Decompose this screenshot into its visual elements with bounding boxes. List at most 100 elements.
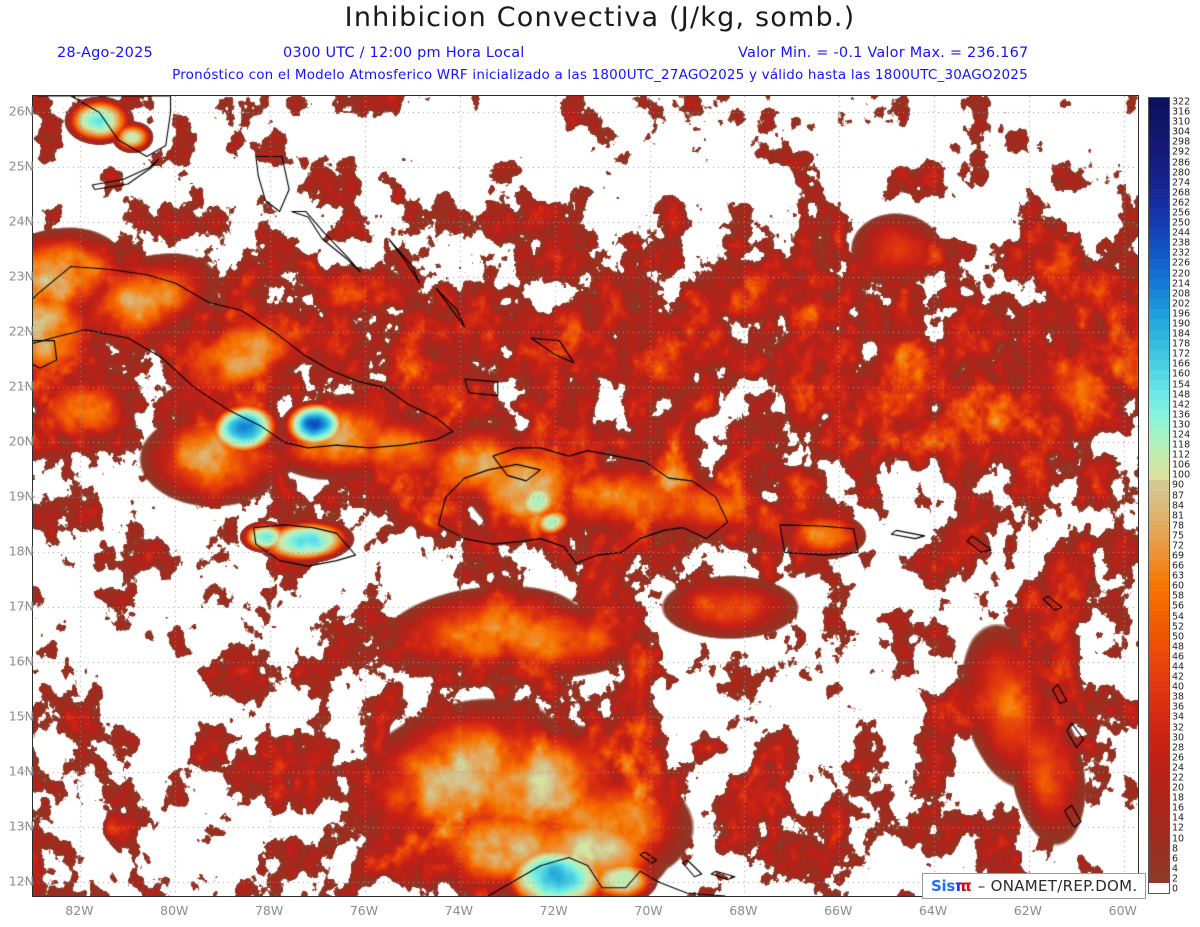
colorbar-tick-label: 322 [1172, 96, 1191, 108]
agency-name-label: – ONAMET/REP.DOM. [977, 877, 1138, 895]
colorbar-cell [1149, 882, 1169, 893]
colorbar-tick-label: 87 [1172, 489, 1185, 501]
colorbar-tick-label: 172 [1172, 348, 1191, 360]
colorbar-cell [1149, 822, 1169, 833]
logo-sis-text: Sis [931, 877, 955, 895]
colorbar-tick-label: 4 [1172, 863, 1179, 875]
colorbar-cell [1149, 752, 1169, 763]
colorbar-tick-label: 50 [1172, 630, 1185, 642]
colorbar-tick-label: 22 [1172, 772, 1185, 784]
colorbar-cell [1149, 852, 1169, 863]
lat-tick-mark [22, 660, 29, 662]
colorbar-tick-label: 214 [1172, 277, 1191, 289]
colorbar-tick-label: 220 [1172, 267, 1191, 279]
colorbar-cell [1149, 440, 1169, 451]
lon-tick-label: 70W [634, 903, 663, 918]
colorbar-tick-label: 0 [1172, 883, 1179, 895]
colorbar-cell [1149, 651, 1169, 662]
colorbar-tick-label: 78 [1172, 520, 1185, 532]
lon-tick-label: 64W [918, 903, 948, 918]
forecast-time-label: 0300 UTC / 12:00 pm Hora Local [283, 45, 525, 61]
colorbar-cell [1149, 862, 1169, 873]
lat-tick-label: 13N [8, 818, 34, 834]
colorbar-cell [1149, 369, 1169, 380]
colorbar-cell [1149, 208, 1169, 219]
colorbar-tick-label: 46 [1172, 651, 1185, 663]
colorbar-tick-label: 304 [1172, 126, 1191, 138]
colorbar-cell [1149, 721, 1169, 732]
colorbar-cell [1149, 671, 1169, 682]
colorbar-tick-label: 232 [1172, 247, 1191, 259]
lat-tick-label: 17N [8, 598, 34, 614]
colorbar-cell [1149, 249, 1169, 260]
lat-tick-mark [22, 275, 29, 277]
colorbar-tick-label: 36 [1172, 701, 1185, 713]
colorbar-tick-label: 226 [1172, 257, 1191, 269]
colorbar-tick-label: 130 [1172, 419, 1191, 431]
agency-logo-badge: Sis π π – ONAMET/REP.DOM. [922, 873, 1147, 899]
colorbar-cell [1149, 339, 1169, 350]
lat-tick-mark [22, 440, 29, 442]
lat-tick-mark [22, 495, 29, 497]
colorbar-tick-label: 52 [1172, 620, 1185, 632]
colorbar-tick-label: 2 [1172, 873, 1179, 885]
lon-tick-label: 82W [65, 903, 94, 918]
lat-tick-mark [22, 715, 29, 717]
cin-heatmap-canvas [33, 96, 1138, 896]
colorbar [1148, 97, 1170, 894]
lon-tick-label: 74W [444, 903, 473, 918]
colorbar-tick-label: 69 [1172, 550, 1185, 562]
lat-tick-label: 22N [8, 323, 34, 339]
colorbar-tick-label: 63 [1172, 570, 1185, 582]
colorbar-cell [1149, 591, 1169, 602]
colorbar-cell [1149, 128, 1169, 139]
colorbar-cell [1149, 379, 1169, 390]
colorbar-cell [1149, 732, 1169, 743]
colorbar-tick-label: 124 [1172, 429, 1191, 441]
lat-tick-mark [22, 880, 29, 882]
colorbar-cell [1149, 319, 1169, 330]
lat-tick-label: 18N [8, 543, 34, 559]
colorbar-tick-label: 166 [1172, 358, 1191, 370]
colorbar-cell [1149, 661, 1169, 672]
colorbar-tick-label: 48 [1172, 641, 1185, 653]
colorbar-cell [1149, 782, 1169, 793]
colorbar-tick-label: 286 [1172, 156, 1191, 168]
colorbar-cell [1149, 158, 1169, 169]
lon-tick-label: 80W [160, 903, 189, 918]
colorbar-tick-label: 18 [1172, 792, 1185, 804]
colorbar-tick-label: 44 [1172, 661, 1185, 673]
colorbar-cell [1149, 259, 1169, 270]
colorbar-cell [1149, 168, 1169, 179]
colorbar-tick-label: 72 [1172, 540, 1185, 552]
colorbar-tick-label: 58 [1172, 590, 1185, 602]
colorbar-tick-label: 40 [1172, 681, 1185, 693]
lat-tick-mark [22, 220, 29, 222]
colorbar-tick-label: 148 [1172, 388, 1191, 400]
colorbar-cell [1149, 581, 1169, 592]
colorbar-tick-label: 75 [1172, 530, 1185, 542]
lat-tick-label: 23N [8, 268, 34, 284]
lat-tick-mark [22, 605, 29, 607]
colorbar-cell [1149, 430, 1169, 441]
lat-tick-label: 14N [8, 763, 34, 779]
colorbar-cell [1149, 842, 1169, 853]
colorbar-tick-label: 20 [1172, 782, 1185, 794]
colorbar-cell [1149, 98, 1169, 109]
colorbar-tick-label: 56 [1172, 600, 1185, 612]
colorbar-cell [1149, 490, 1169, 501]
colorbar-cell [1149, 228, 1169, 239]
colorbar-cell [1149, 218, 1169, 229]
colorbar-tick-label: 34 [1172, 711, 1185, 723]
colorbar-tick-label: 106 [1172, 459, 1191, 471]
colorbar-tick-label: 238 [1172, 237, 1191, 249]
lon-tick-label: 76W [349, 903, 379, 918]
colorbar-tick-label: 142 [1172, 398, 1191, 410]
colorbar-cell [1149, 299, 1169, 310]
colorbar-cell [1149, 641, 1169, 652]
lat-tick-label: 20N [8, 433, 34, 449]
colorbar-tick-label: 256 [1172, 207, 1191, 219]
colorbar-cell [1149, 550, 1169, 561]
colorbar-tick-label: 42 [1172, 671, 1185, 683]
colorbar-cell [1149, 812, 1169, 823]
